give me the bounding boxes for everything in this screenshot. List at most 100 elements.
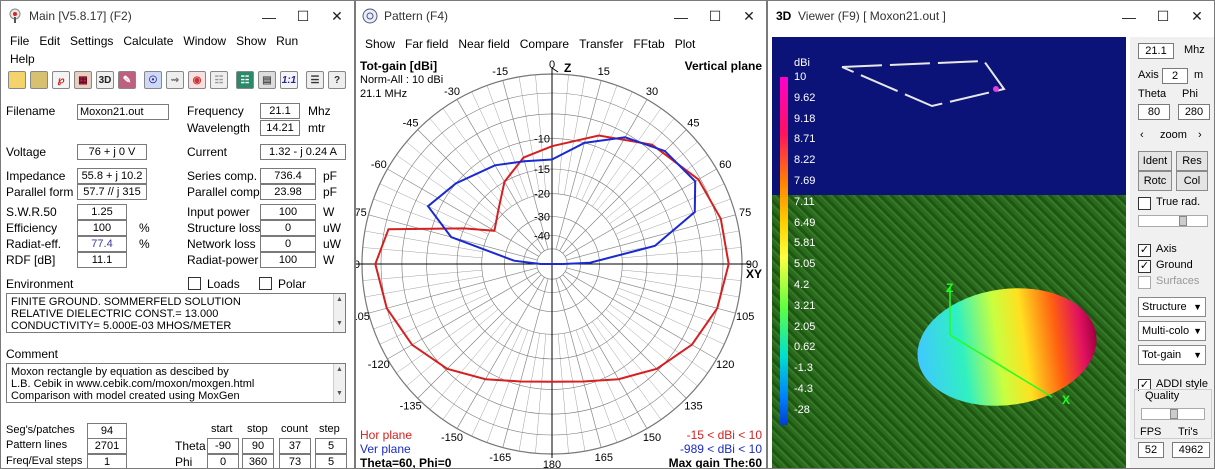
phi-stop-field[interactable]: 360 [242, 454, 274, 468]
view-3d-icon[interactable]: 3D [96, 71, 114, 89]
scale-icon[interactable]: 1:1 [280, 71, 298, 89]
optimize-icon[interactable]: ⇝ [166, 71, 184, 89]
antenna-icon[interactable]: ℘ [52, 71, 70, 89]
menu-far-field[interactable]: Far field [405, 37, 449, 51]
structure-select[interactable]: Structure ▼ [1138, 297, 1206, 317]
axis-x-label: X [1062, 393, 1071, 407]
viewer-scene[interactable]: dBi 10 9.62 9.18 8.71 8.22 7.69 7.11 6.49 5.81 5.… [772, 37, 1126, 468]
calculator-icon[interactable]: ☷ [236, 71, 254, 89]
zenith-arrow [551, 67, 559, 73]
frequency-field[interactable]: 21.1 [260, 103, 300, 119]
zoom-label: zoom [1160, 129, 1187, 141]
grid-spoke [442, 108, 512, 207]
minimize-icon[interactable]: — [262, 8, 276, 25]
save-icon[interactable] [30, 71, 48, 89]
menu-calculate[interactable]: Calculate [123, 34, 174, 48]
minimize-icon[interactable]: — [674, 8, 688, 25]
edit-icon[interactable]: ✎ [118, 71, 136, 89]
close-icon[interactable]: ✕ [743, 8, 755, 24]
viewer-freq-field[interactable]: 21.1 [1138, 43, 1174, 59]
minimize-icon[interactable]: — [1122, 8, 1136, 25]
zoom-in-icon[interactable]: › [1198, 129, 1202, 141]
menu-settings[interactable]: Settings [70, 34, 114, 48]
menu-fftab[interactable]: FFtab [633, 37, 665, 51]
polar-plot[interactable]: 0 15 30 45 60 75 90 105 120 135 150 165 180 -165 -150 -… [356, 57, 767, 469]
filename-field[interactable]: Moxon21.out [77, 104, 169, 120]
menu-help[interactable]: Help [10, 52, 35, 66]
menu-window[interactable]: Window [183, 34, 227, 48]
input-power-field[interactable]: 100 [260, 204, 316, 220]
menu-edit[interactable]: Edit [39, 34, 61, 48]
cube-icon[interactable]: ▦ [74, 71, 92, 89]
angle-label: -75 [356, 207, 367, 219]
theta-start-field[interactable]: -90 [207, 438, 239, 454]
matching-icon[interactable]: ▤ [258, 71, 276, 89]
environment-textarea[interactable]: FINITE GROUND. SOMMERFELD SOLUTION RELAT… [6, 293, 346, 333]
pattern-titlebar[interactable]: Pattern (F4) — ☐ ✕ [356, 1, 766, 32]
maximize-icon[interactable]: ☐ [296, 8, 310, 24]
theta-count-field[interactable]: 37 [279, 438, 311, 454]
axis-size-field[interactable]: 2 [1162, 68, 1188, 84]
zoom-out-icon[interactable]: ‹ [1140, 129, 1144, 141]
help-icon[interactable]: ? [328, 71, 346, 89]
axis-checkbox[interactable]: ✓ [1138, 244, 1151, 257]
main-titlebar[interactable]: Main [V5.8.17] (F2) — ☐ ✕ [1, 1, 354, 32]
menu-show[interactable]: Show [365, 37, 396, 51]
angle-label: 165 [595, 452, 613, 464]
close-icon[interactable]: ✕ [1191, 8, 1203, 24]
maximize-icon[interactable]: ☐ [708, 8, 722, 24]
axis-z-label: Z [946, 281, 954, 295]
grid-spoke [373, 198, 487, 241]
target-icon[interactable]: ◉ [188, 71, 206, 89]
network-loss-field: 0 [260, 236, 316, 252]
true-rad-slider[interactable] [1138, 215, 1208, 227]
rotc-button[interactable]: Rotc [1138, 171, 1172, 191]
series-comp-field: 736.4 [260, 168, 316, 184]
theta-field[interactable]: 80 [1138, 104, 1170, 120]
totgain-select[interactable]: Tot-gain ▼ [1138, 345, 1206, 365]
menu-compare[interactable]: Compare [519, 37, 570, 51]
ring-dbi-label: -15 [534, 164, 550, 176]
grid-spoke [486, 85, 529, 199]
theta-stop-field[interactable]: 90 [242, 438, 274, 454]
viewer-3d-icon: 3D [776, 9, 792, 23]
menu-run[interactable]: Run [276, 34, 299, 48]
comment-textarea[interactable]: Moxon rectangle by equation as descibed … [6, 363, 346, 403]
true-rad-checkbox[interactable] [1138, 197, 1151, 210]
grid-spoke [559, 99, 648, 252]
menu-transfer[interactable]: Transfer [579, 37, 624, 51]
grid-icon[interactable]: ☷ [210, 71, 228, 89]
viewer-titlebar[interactable]: 3D Viewer (F9) [ Moxon21.out ] — ☐ ✕ [768, 1, 1214, 32]
phi-field[interactable]: 280 [1178, 104, 1210, 120]
menu-file[interactable]: File [10, 34, 30, 48]
angle-label: 150 [643, 432, 661, 444]
phi-start-field[interactable]: 0 [207, 454, 239, 468]
environment-scrollbar[interactable]: ▲ ▼ [333, 294, 345, 332]
menu-near-field[interactable]: Near field [458, 37, 510, 51]
book-icon[interactable]: ☰ [306, 71, 324, 89]
res-button[interactable]: Res [1176, 151, 1208, 171]
menu-show[interactable]: Show [236, 34, 267, 48]
ground-checkbox[interactable]: ✓ [1138, 260, 1151, 273]
quality-slider[interactable] [1141, 408, 1205, 420]
col-button[interactable]: Col [1176, 171, 1208, 191]
maximize-icon[interactable]: ☐ [1156, 8, 1170, 24]
scale-value-label: 5.05 [794, 258, 816, 271]
ident-button[interactable]: Ident [1138, 151, 1172, 171]
open-folder-icon[interactable] [8, 71, 26, 89]
polar-checkbox[interactable] [259, 277, 272, 290]
addi-style-checkbox[interactable]: ✓ [1138, 379, 1151, 391]
phi-step-field[interactable]: 5 [315, 454, 347, 468]
theta-step-field[interactable]: 5 [315, 438, 347, 454]
multicolor-select[interactable]: Multi-colo ▼ [1138, 321, 1206, 341]
menu-plot[interactable]: Plot [674, 37, 696, 51]
surfaces-checkbox[interactable] [1138, 276, 1151, 289]
loads-checkbox[interactable] [188, 277, 201, 290]
phi-count-field[interactable]: 73 [279, 454, 311, 468]
comment-scrollbar[interactable]: ▲ ▼ [333, 364, 345, 402]
z-axis-label: Z [564, 61, 571, 75]
scale-value-label: -28 [794, 403, 810, 416]
close-icon[interactable]: ✕ [331, 8, 343, 24]
freq-eval-field[interactable]: 1 [87, 454, 127, 468]
sweep-icon[interactable]: ☉ [144, 71, 162, 89]
